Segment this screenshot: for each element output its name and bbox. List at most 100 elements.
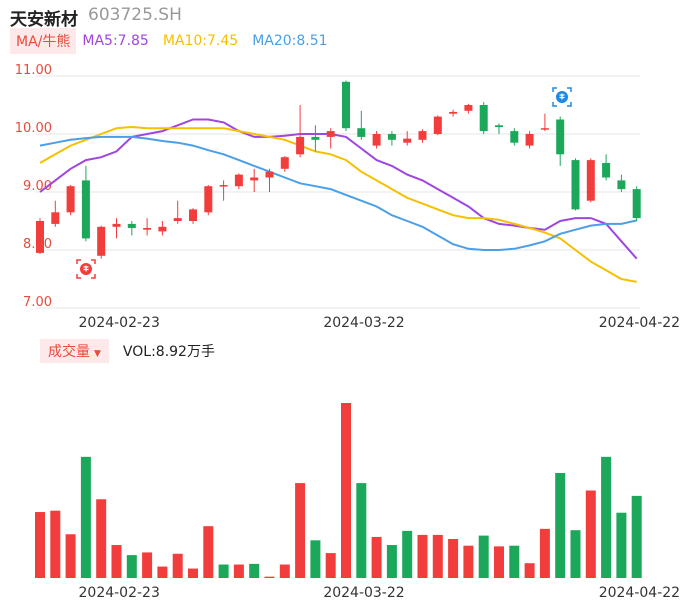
candle-body bbox=[97, 226, 106, 256]
candle bbox=[81, 165, 90, 242]
candle-body bbox=[36, 221, 44, 253]
candle-body bbox=[158, 226, 167, 232]
volume-bar bbox=[279, 564, 290, 578]
volume-bar bbox=[111, 545, 122, 578]
ma10-legend: MA10:7.45 bbox=[162, 33, 239, 49]
candle bbox=[556, 116, 565, 166]
volume-bar bbox=[310, 540, 321, 578]
candle-body bbox=[571, 160, 580, 210]
y-tick-label: 10.00 bbox=[15, 121, 52, 136]
volume-bar bbox=[616, 512, 627, 578]
volume-bar bbox=[203, 526, 214, 578]
volume-bar bbox=[295, 483, 306, 578]
candle bbox=[112, 218, 121, 239]
volume-indicator-label: 成交量 bbox=[48, 344, 90, 360]
candle bbox=[433, 115, 442, 136]
candle-body bbox=[418, 131, 427, 140]
volume-bar bbox=[65, 534, 76, 578]
candle-body bbox=[403, 138, 412, 143]
moving-average-lines bbox=[39, 118, 638, 283]
candle bbox=[97, 225, 106, 259]
volume-bar bbox=[478, 535, 489, 578]
ma5-legend: MA5:7.85 bbox=[82, 33, 149, 49]
candle bbox=[234, 173, 243, 190]
volume-bar bbox=[325, 553, 336, 578]
date-label: 2024-02-23 bbox=[79, 585, 160, 601]
candle bbox=[265, 168, 274, 192]
candle bbox=[571, 158, 580, 211]
volume-bar bbox=[386, 545, 397, 578]
ma20-line bbox=[39, 135, 637, 251]
candle bbox=[617, 174, 626, 192]
candle bbox=[372, 131, 381, 149]
candle bbox=[357, 110, 366, 140]
candle-body bbox=[495, 125, 503, 128]
date-label: 2024-02-23 bbox=[79, 315, 160, 331]
volume-bar bbox=[601, 456, 612, 578]
candle-body bbox=[81, 180, 90, 239]
volume-bar bbox=[50, 510, 61, 578]
candle bbox=[127, 221, 136, 236]
ma5-line bbox=[39, 118, 638, 260]
volume-bar bbox=[80, 456, 91, 578]
volume-bar bbox=[555, 473, 566, 578]
volume-indicator-button[interactable]: 成交量 ▼ bbox=[40, 339, 109, 363]
volume-bar bbox=[157, 566, 168, 578]
candle bbox=[632, 186, 641, 221]
candle bbox=[525, 131, 534, 149]
stock-name: 天安新材 bbox=[10, 10, 78, 30]
candle-body bbox=[387, 134, 396, 140]
candle bbox=[479, 102, 488, 134]
bear-marker-icon[interactable] bbox=[552, 87, 572, 107]
candle bbox=[449, 109, 458, 117]
candle-body bbox=[265, 171, 274, 178]
candle-body bbox=[357, 128, 366, 137]
volume-bar bbox=[341, 403, 351, 578]
candle-body bbox=[632, 189, 641, 219]
candle bbox=[586, 158, 595, 203]
candle-body bbox=[433, 116, 442, 134]
candle-body bbox=[586, 160, 595, 201]
candle bbox=[143, 218, 152, 236]
ma-indicator-button[interactable]: MA/牛熊 bbox=[10, 28, 77, 54]
candle bbox=[602, 154, 611, 181]
candle-body bbox=[525, 134, 534, 146]
candle-body bbox=[556, 119, 565, 155]
candle-body bbox=[204, 186, 213, 213]
volume-bar bbox=[448, 538, 459, 578]
candle-body bbox=[143, 227, 152, 230]
y-tick-label: 11.00 bbox=[15, 63, 52, 78]
candle-body bbox=[189, 209, 197, 221]
candle bbox=[342, 80, 350, 132]
date-axis-volume: 2024-02-23 2024-03-22 2024-04-22 bbox=[79, 585, 681, 601]
candle bbox=[495, 123, 503, 134]
date-axis-price: 2024-02-23 2024-03-22 2024-04-22 bbox=[79, 315, 681, 331]
volume-bar bbox=[371, 536, 382, 578]
volume-bar bbox=[249, 563, 260, 578]
candle bbox=[311, 125, 320, 152]
candle-body bbox=[326, 131, 335, 137]
volume-bar bbox=[509, 545, 520, 578]
bull-marker-icon[interactable] bbox=[76, 259, 96, 279]
candlesticks bbox=[36, 80, 641, 259]
candle-body bbox=[540, 128, 549, 130]
candle bbox=[540, 113, 549, 132]
volume-bar bbox=[172, 553, 183, 578]
candle-body bbox=[479, 105, 488, 132]
date-label: 2024-03-22 bbox=[323, 585, 404, 601]
candle bbox=[296, 105, 305, 158]
volume-bar bbox=[356, 483, 367, 578]
volume-legend: 成交量 ▼ VOL:8.92万手 bbox=[40, 339, 215, 363]
candle-body bbox=[342, 81, 350, 129]
candle bbox=[280, 156, 289, 172]
volume-bar bbox=[126, 555, 137, 578]
candle bbox=[158, 221, 167, 236]
candle-body bbox=[127, 223, 136, 228]
candle-body bbox=[173, 218, 182, 221]
candle bbox=[326, 128, 335, 149]
candle bbox=[204, 185, 213, 216]
signal-markers bbox=[76, 87, 572, 279]
candle-body bbox=[51, 212, 60, 224]
candle bbox=[219, 180, 228, 201]
